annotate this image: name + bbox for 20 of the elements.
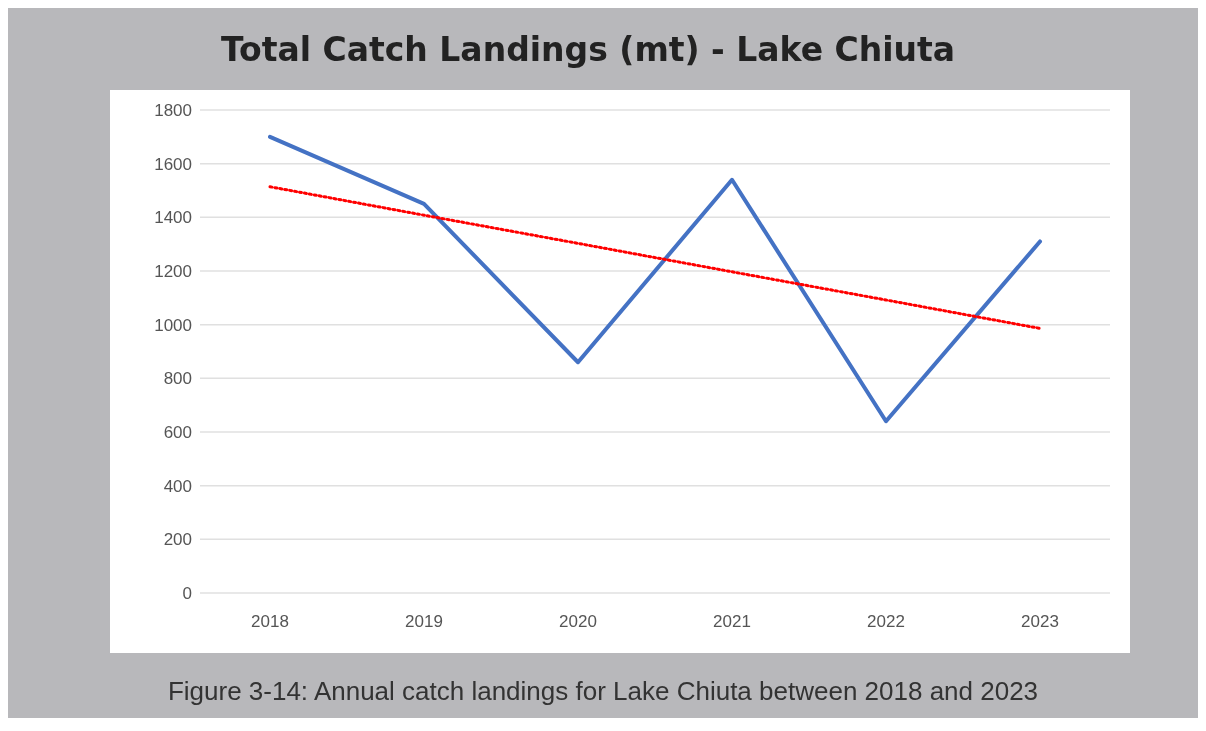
chart-title: Total Catch Landings (mt) - Lake Chiuta — [219, 30, 957, 69]
x-tick-label: 2020 — [559, 612, 597, 632]
x-tick-label: 2018 — [251, 612, 289, 632]
x-tick-label: 2019 — [405, 612, 443, 632]
y-tick-label: 1600 — [154, 154, 192, 174]
x-tick-label: 2023 — [1021, 612, 1059, 632]
y-tick-label: 1200 — [154, 262, 192, 282]
y-tick-label: 800 — [163, 369, 192, 389]
line-series — [268, 134, 1042, 424]
caption: Figure 3-14: Annual catch landings for Lake Chiuta between 2018 and 2023 — [166, 676, 1040, 707]
x-tick-label: 2022 — [867, 612, 905, 632]
y-tick-label: 1400 — [154, 208, 192, 228]
y-tick-label: 1000 — [154, 315, 192, 335]
x-tick-label: 2021 — [713, 612, 751, 632]
y-tick-label: 200 — [163, 530, 192, 550]
y-tick-label: 400 — [163, 476, 192, 496]
y-tick-label: 1800 — [154, 101, 192, 121]
y-tick-label: 0 — [182, 584, 192, 604]
line-series — [268, 185, 1042, 330]
y-tick-label: 600 — [163, 423, 192, 443]
